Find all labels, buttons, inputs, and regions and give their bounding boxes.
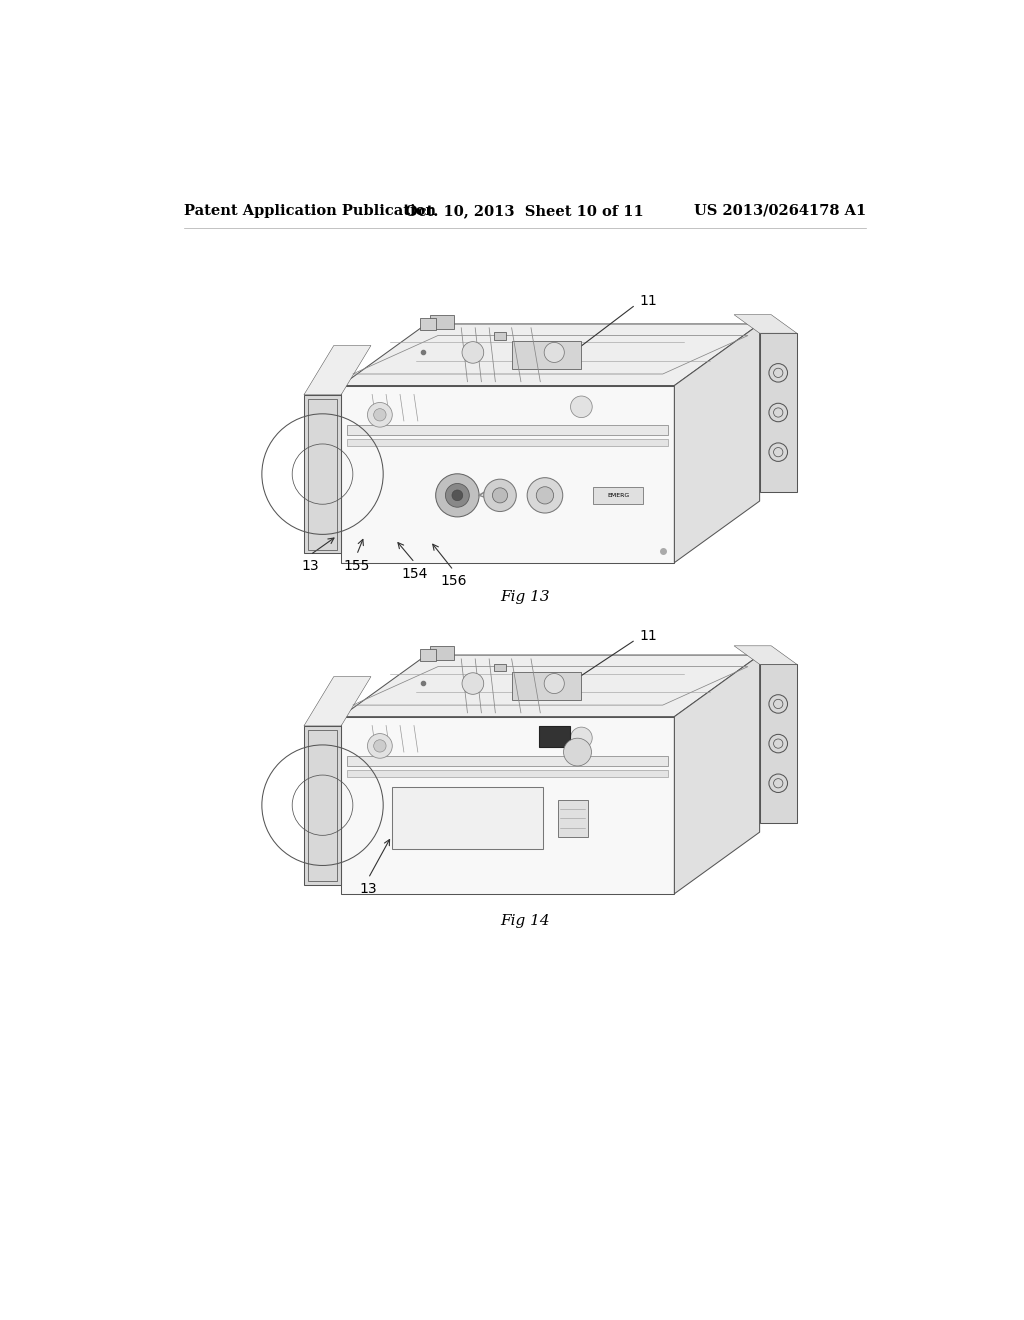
Bar	[308, 730, 337, 880]
Polygon shape	[675, 323, 760, 562]
Polygon shape	[760, 333, 797, 492]
Bar	[593, 487, 643, 504]
Circle shape	[462, 673, 483, 694]
Bar	[347, 438, 669, 446]
Text: 13: 13	[301, 558, 318, 573]
Polygon shape	[341, 655, 760, 717]
Circle shape	[374, 739, 386, 752]
Circle shape	[462, 342, 483, 363]
Bar	[420, 318, 435, 330]
Polygon shape	[341, 717, 675, 894]
Circle shape	[544, 342, 564, 363]
Bar	[347, 755, 669, 766]
Bar	[512, 341, 582, 368]
Text: 11: 11	[640, 294, 657, 308]
Bar	[347, 770, 669, 777]
Circle shape	[537, 487, 554, 504]
Polygon shape	[734, 645, 797, 664]
Polygon shape	[341, 385, 675, 562]
Bar	[347, 425, 669, 436]
Circle shape	[544, 673, 564, 693]
Circle shape	[483, 479, 516, 512]
Bar	[539, 726, 569, 747]
Circle shape	[435, 474, 479, 517]
Polygon shape	[304, 726, 341, 884]
Bar	[420, 649, 435, 661]
Text: US 2013/0264178 A1: US 2013/0264178 A1	[693, 203, 866, 218]
Polygon shape	[304, 346, 371, 395]
Text: 154: 154	[401, 566, 428, 581]
Circle shape	[452, 490, 463, 500]
Circle shape	[570, 396, 592, 417]
Text: 156: 156	[440, 574, 467, 589]
Polygon shape	[304, 677, 371, 726]
Circle shape	[368, 734, 392, 758]
Polygon shape	[675, 655, 760, 894]
Bar	[494, 333, 506, 341]
Polygon shape	[304, 395, 341, 553]
Text: EMERG: EMERG	[607, 492, 630, 498]
Circle shape	[570, 727, 592, 748]
Text: Fig 13: Fig 13	[500, 590, 550, 605]
Bar	[512, 672, 582, 700]
Circle shape	[445, 483, 469, 507]
Text: Fig 14: Fig 14	[500, 913, 550, 928]
Bar	[430, 314, 454, 329]
Bar	[494, 664, 506, 671]
Circle shape	[563, 738, 592, 766]
Text: 11: 11	[640, 628, 657, 643]
Text: 155: 155	[343, 558, 370, 573]
Bar	[391, 788, 543, 850]
Bar	[430, 645, 454, 660]
Text: Patent Application Publication: Patent Application Publication	[183, 203, 436, 218]
Bar	[558, 800, 588, 837]
Polygon shape	[734, 314, 797, 333]
Circle shape	[368, 403, 392, 428]
Polygon shape	[341, 323, 760, 385]
Text: Oct. 10, 2013  Sheet 10 of 11: Oct. 10, 2013 Sheet 10 of 11	[406, 203, 644, 218]
Text: 13: 13	[359, 882, 377, 896]
Bar	[308, 399, 337, 549]
Circle shape	[493, 488, 508, 503]
Circle shape	[374, 409, 386, 421]
Polygon shape	[760, 664, 797, 822]
Circle shape	[527, 478, 563, 513]
